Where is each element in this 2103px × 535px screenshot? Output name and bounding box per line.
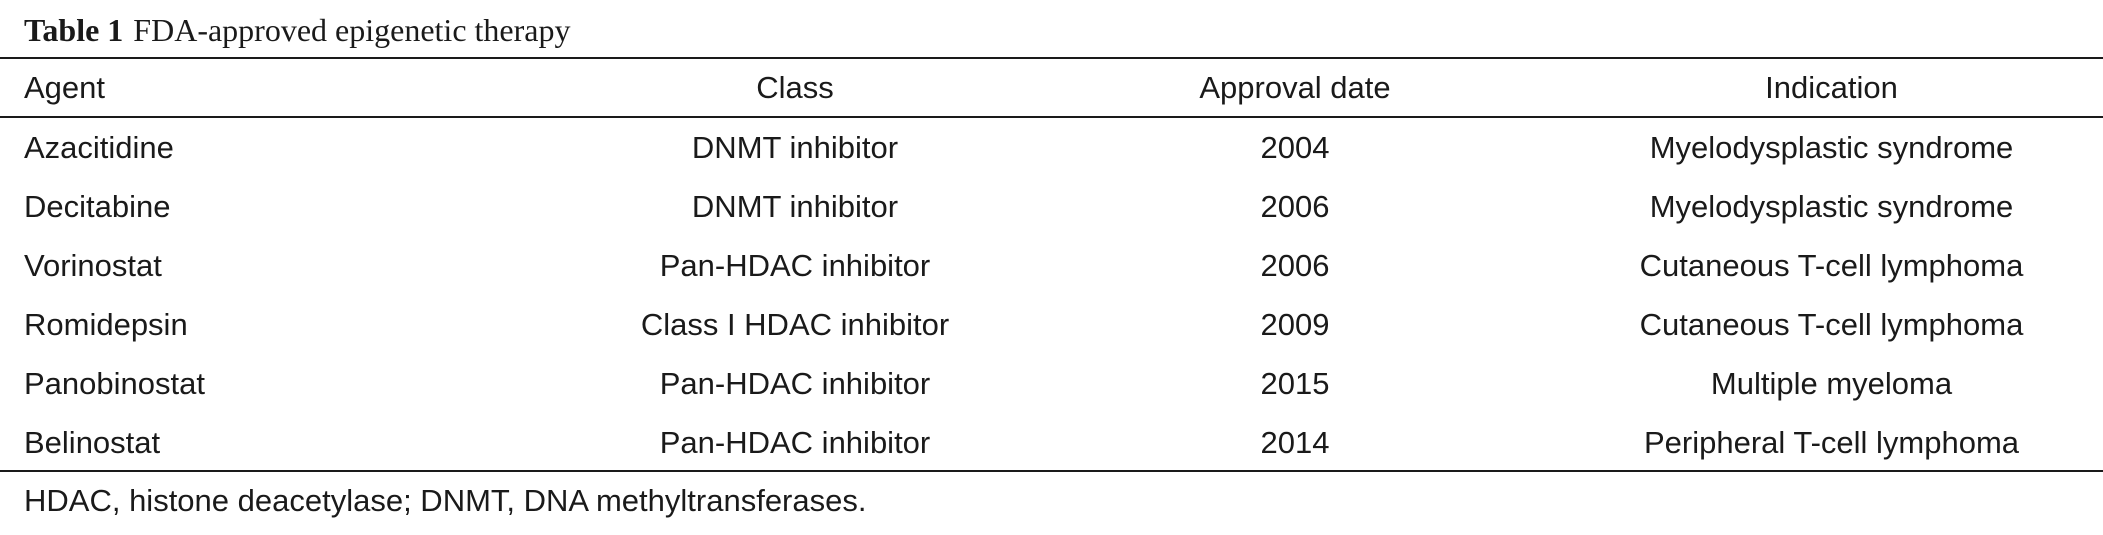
cell-class: Pan-HDAC inhibitor: [659, 365, 931, 401]
table-row: Azacitidine DNMT inhibitor 2004 Myelodys…: [0, 118, 2103, 177]
cell-indication: Cutaneous T-cell lymphoma: [1639, 306, 2024, 342]
table-caption-label: Table 1: [24, 11, 124, 48]
table-row: Belinostat Pan-HDAC inhibitor 2014 Perip…: [0, 413, 2103, 472]
cell-approval-date: 2006: [1260, 188, 1330, 224]
cell-indication: Myelodysplastic syndrome: [1649, 129, 2014, 165]
table-row: Decitabine DNMT inhibitor 2006 Myelodysp…: [0, 177, 2103, 236]
cell-agent: Azacitidine: [24, 129, 174, 165]
cell-approval-date: 2009: [1260, 306, 1330, 342]
cell-indication: Cutaneous T-cell lymphoma: [1639, 247, 2024, 283]
cell-indication: Multiple myeloma: [1710, 365, 1953, 401]
cell-approval-date: 2015: [1260, 365, 1330, 401]
cell-agent: Romidepsin: [24, 306, 188, 342]
cell-indication: Peripheral T-cell lymphoma: [1643, 424, 2020, 460]
cell-agent: Vorinostat: [24, 247, 162, 283]
table-footnote: HDAC, histone deacetylase; DNMT, DNA met…: [24, 483, 867, 518]
table-row: Panobinostat Pan-HDAC inhibitor 2015 Mul…: [0, 354, 2103, 413]
header-class: Class: [756, 69, 834, 105]
table-row: Romidepsin Class I HDAC inhibitor 2009 C…: [0, 295, 2103, 354]
cell-approval-date: 2014: [1260, 424, 1330, 460]
cell-indication: Myelodysplastic syndrome: [1649, 188, 2014, 224]
cell-class: Class I HDAC inhibitor: [640, 306, 950, 342]
epigenetic-therapy-table: Agent Class Approval date Indication Aza…: [0, 59, 2103, 472]
table-header-row: Agent Class Approval date Indication: [0, 59, 2103, 116]
cell-approval-date: 2004: [1260, 129, 1330, 165]
table-caption: Table 1 FDA-approved epigenetic therapy: [24, 8, 570, 52]
header-agent: Agent: [24, 69, 106, 105]
header-approval-date: Approval date: [1199, 69, 1391, 105]
table-bottom-rule: [0, 470, 2103, 472]
cell-class: Pan-HDAC inhibitor: [659, 424, 931, 460]
cell-agent: Belinostat: [24, 424, 161, 460]
cell-agent: Panobinostat: [24, 365, 205, 401]
table-row: Vorinostat Pan-HDAC inhibitor 2006 Cutan…: [0, 236, 2103, 295]
table-header-rule: [0, 116, 2103, 118]
table-caption-title: FDA-approved epigenetic therapy: [133, 11, 571, 48]
cell-class: DNMT inhibitor: [691, 129, 899, 165]
table-top-rule: [0, 57, 2103, 59]
cell-class: DNMT inhibitor: [691, 188, 899, 224]
cell-class: Pan-HDAC inhibitor: [659, 247, 931, 283]
cell-agent: Decitabine: [24, 188, 171, 224]
header-indication: Indication: [1765, 69, 1898, 105]
cell-approval-date: 2006: [1260, 247, 1330, 283]
